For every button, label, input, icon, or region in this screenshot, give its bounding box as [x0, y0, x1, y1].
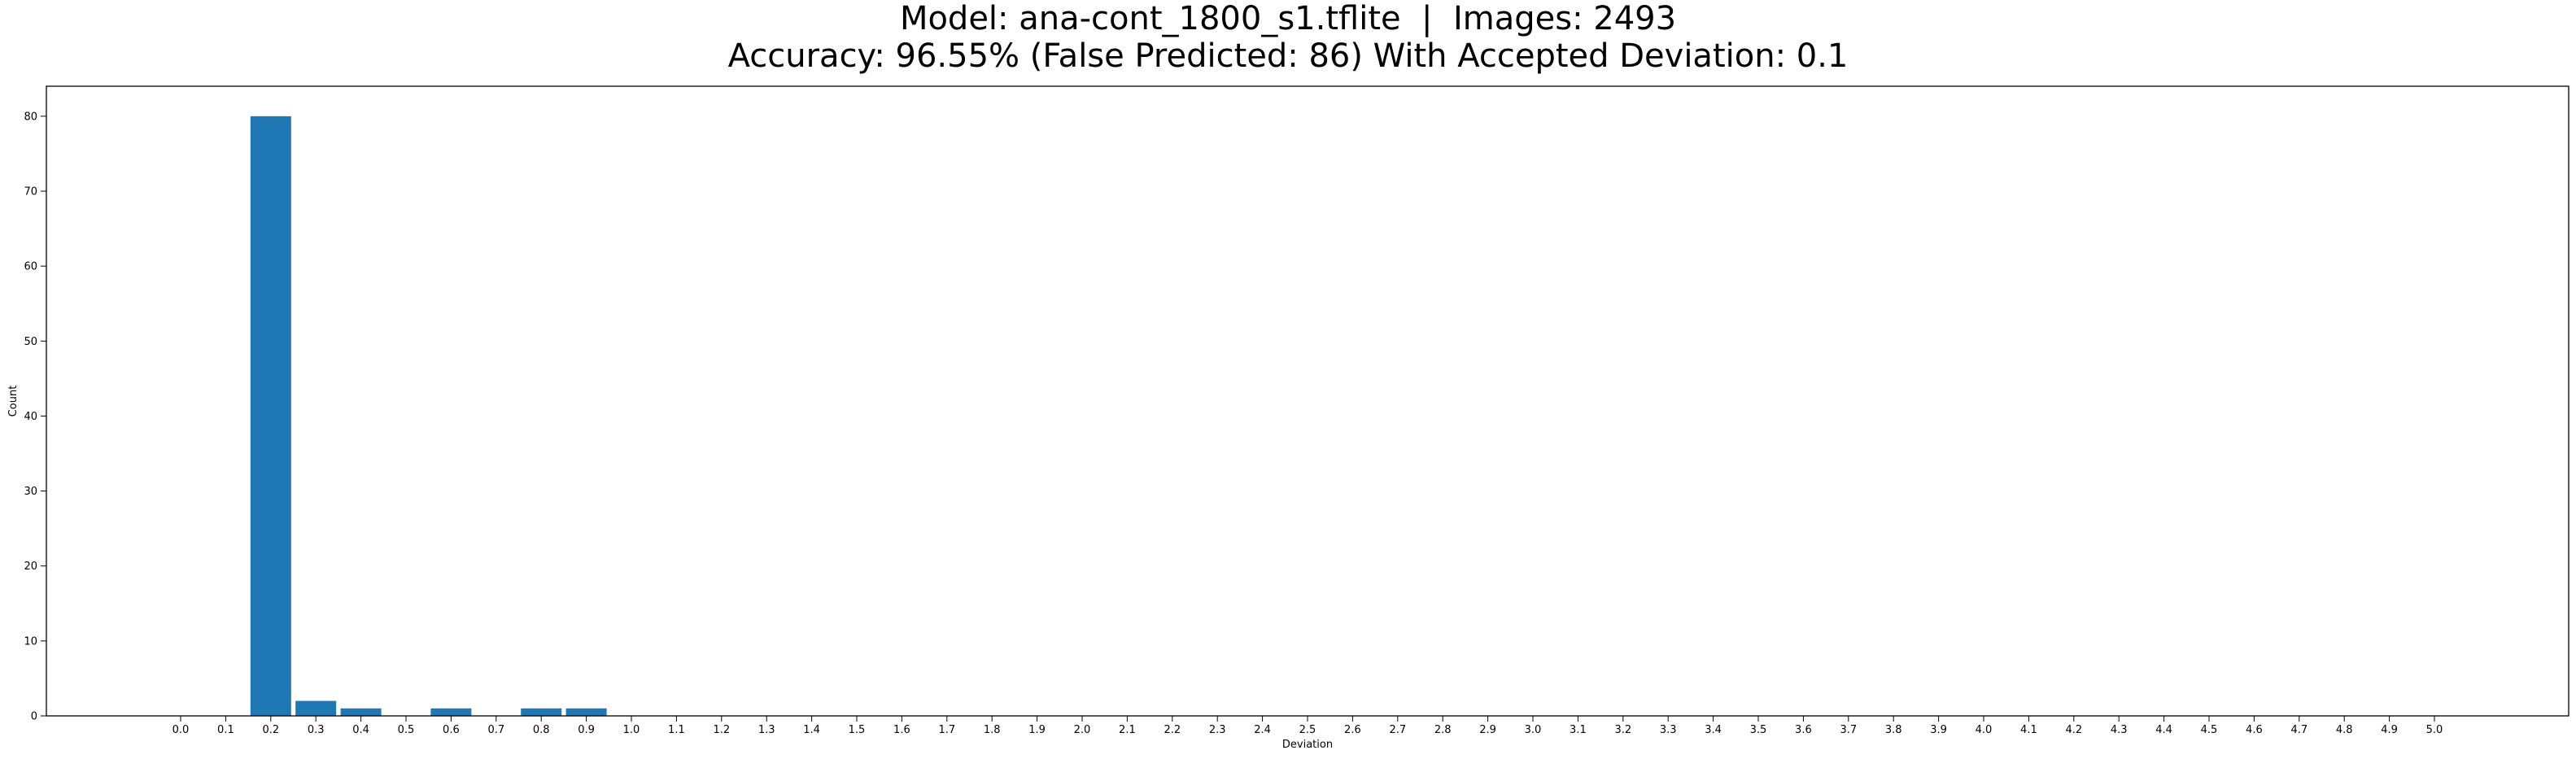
x-tick-label: 2.7: [1389, 724, 1406, 736]
x-tick-label: 4.4: [2155, 724, 2172, 736]
x-tick-label: 1.7: [938, 724, 955, 736]
bar-0.4: [340, 708, 382, 716]
y-tick-label: 80: [24, 111, 37, 123]
x-tick-label: 3.1: [1570, 724, 1587, 736]
x-tick-label: 3.5: [1750, 724, 1767, 736]
x-tick-label: 0.8: [533, 724, 550, 736]
x-tick-label: 5.0: [2426, 724, 2443, 736]
x-tick-label: 4.7: [2290, 724, 2307, 736]
x-tick-label: 4.1: [2020, 724, 2037, 736]
x-tick-label: 1.3: [758, 724, 775, 736]
x-tick-label: 0.7: [487, 724, 504, 736]
y-tick-label: 50: [24, 336, 37, 348]
x-tick-label: 0.4: [352, 724, 369, 736]
bar-0.8: [521, 708, 562, 716]
x-tick-label: 3.7: [1840, 724, 1857, 736]
x-tick-label: 1.4: [803, 724, 820, 736]
x-tick-label: 1.5: [849, 724, 866, 736]
x-tick-label: 3.2: [1614, 724, 1631, 736]
x-tick-label: 3.4: [1705, 724, 1722, 736]
y-tick-label: 30: [24, 486, 37, 498]
x-tick-label: 2.2: [1164, 724, 1181, 736]
plot-frame: [46, 85, 2569, 717]
x-tick-label: 0.9: [578, 724, 595, 736]
bar-0.9: [565, 708, 607, 716]
x-tick-label: 4.2: [2065, 724, 2082, 736]
bar-0.6: [430, 708, 472, 716]
x-tick-label: 2.3: [1209, 724, 1226, 736]
x-tick-label: 4.0: [1976, 724, 1993, 736]
x-tick-label: 0.5: [398, 724, 415, 736]
x-tick-label: 2.4: [1254, 724, 1271, 736]
x-tick-label: 2.0: [1074, 724, 1091, 736]
chart-title-line-2: Accuracy: 96.55% (False Predicted: 86) W…: [727, 37, 1849, 75]
x-tick-label: 1.9: [1028, 724, 1046, 736]
x-tick-label: 1.8: [984, 724, 1001, 736]
plot-area: [250, 116, 607, 717]
x-tick-label: 0.2: [262, 724, 279, 736]
x-tick-label: 3.8: [1885, 724, 1902, 736]
x-tick-label: 3.9: [1930, 724, 1947, 736]
y-axis-label: Count: [7, 386, 20, 417]
chart-title-line-1: Model: ana-cont_1800_s1.tflite | Images:…: [899, 0, 1677, 37]
x-tick-label: 4.3: [2111, 724, 2128, 736]
x-tick-label: 4.5: [2201, 724, 2218, 736]
x-tick-label: 3.0: [1525, 724, 1542, 736]
y-tick-label: 10: [24, 635, 37, 648]
x-tick-label: 0.3: [308, 724, 325, 736]
x-tick-label: 3.3: [1660, 724, 1677, 736]
y-tick-label: 40: [24, 411, 37, 423]
x-tick-label: 4.6: [2246, 724, 2263, 736]
y-tick-label: 0: [31, 711, 37, 723]
x-tick-label: 2.5: [1299, 724, 1316, 736]
x-tick-label: 0.1: [217, 724, 234, 736]
x-axis: 0.0 0.1 0.2 0.3 0.4 0.5 0.6 0.7 0.8 0.9 1.0 1.1 1.2 1…: [172, 716, 2443, 736]
x-axis-label: Deviation: [1282, 739, 1333, 751]
x-tick-label: 3.6: [1795, 724, 1812, 736]
x-tick-label: 0.0: [172, 724, 190, 736]
bar-0.3: [295, 700, 337, 716]
x-tick-label: 1.1: [668, 724, 685, 736]
y-tick-label: 70: [24, 186, 37, 198]
bar-0.2: [250, 116, 291, 717]
x-tick-label: 1.2: [713, 724, 730, 736]
y-tick-label: 60: [24, 261, 37, 273]
x-tick-label: 4.8: [2336, 724, 2353, 736]
x-tick-label: 2.9: [1479, 724, 1496, 736]
y-tick-label: 20: [24, 561, 37, 573]
y-axis: 0 10 20 30 40 50 60 70 80: [24, 111, 46, 723]
x-tick-label: 2.8: [1434, 724, 1452, 736]
x-tick-label: 0.6: [443, 724, 460, 736]
x-tick-label: 2.6: [1344, 724, 1361, 736]
x-tick-label: 1.0: [623, 724, 640, 736]
chart-title: Model: ana-cont_1800_s1.tflite | Images:…: [0, 0, 2576, 75]
x-tick-label: 1.6: [893, 724, 910, 736]
x-tick-label: 2.1: [1119, 724, 1136, 736]
x-tick-label: 4.9: [2381, 724, 2398, 736]
